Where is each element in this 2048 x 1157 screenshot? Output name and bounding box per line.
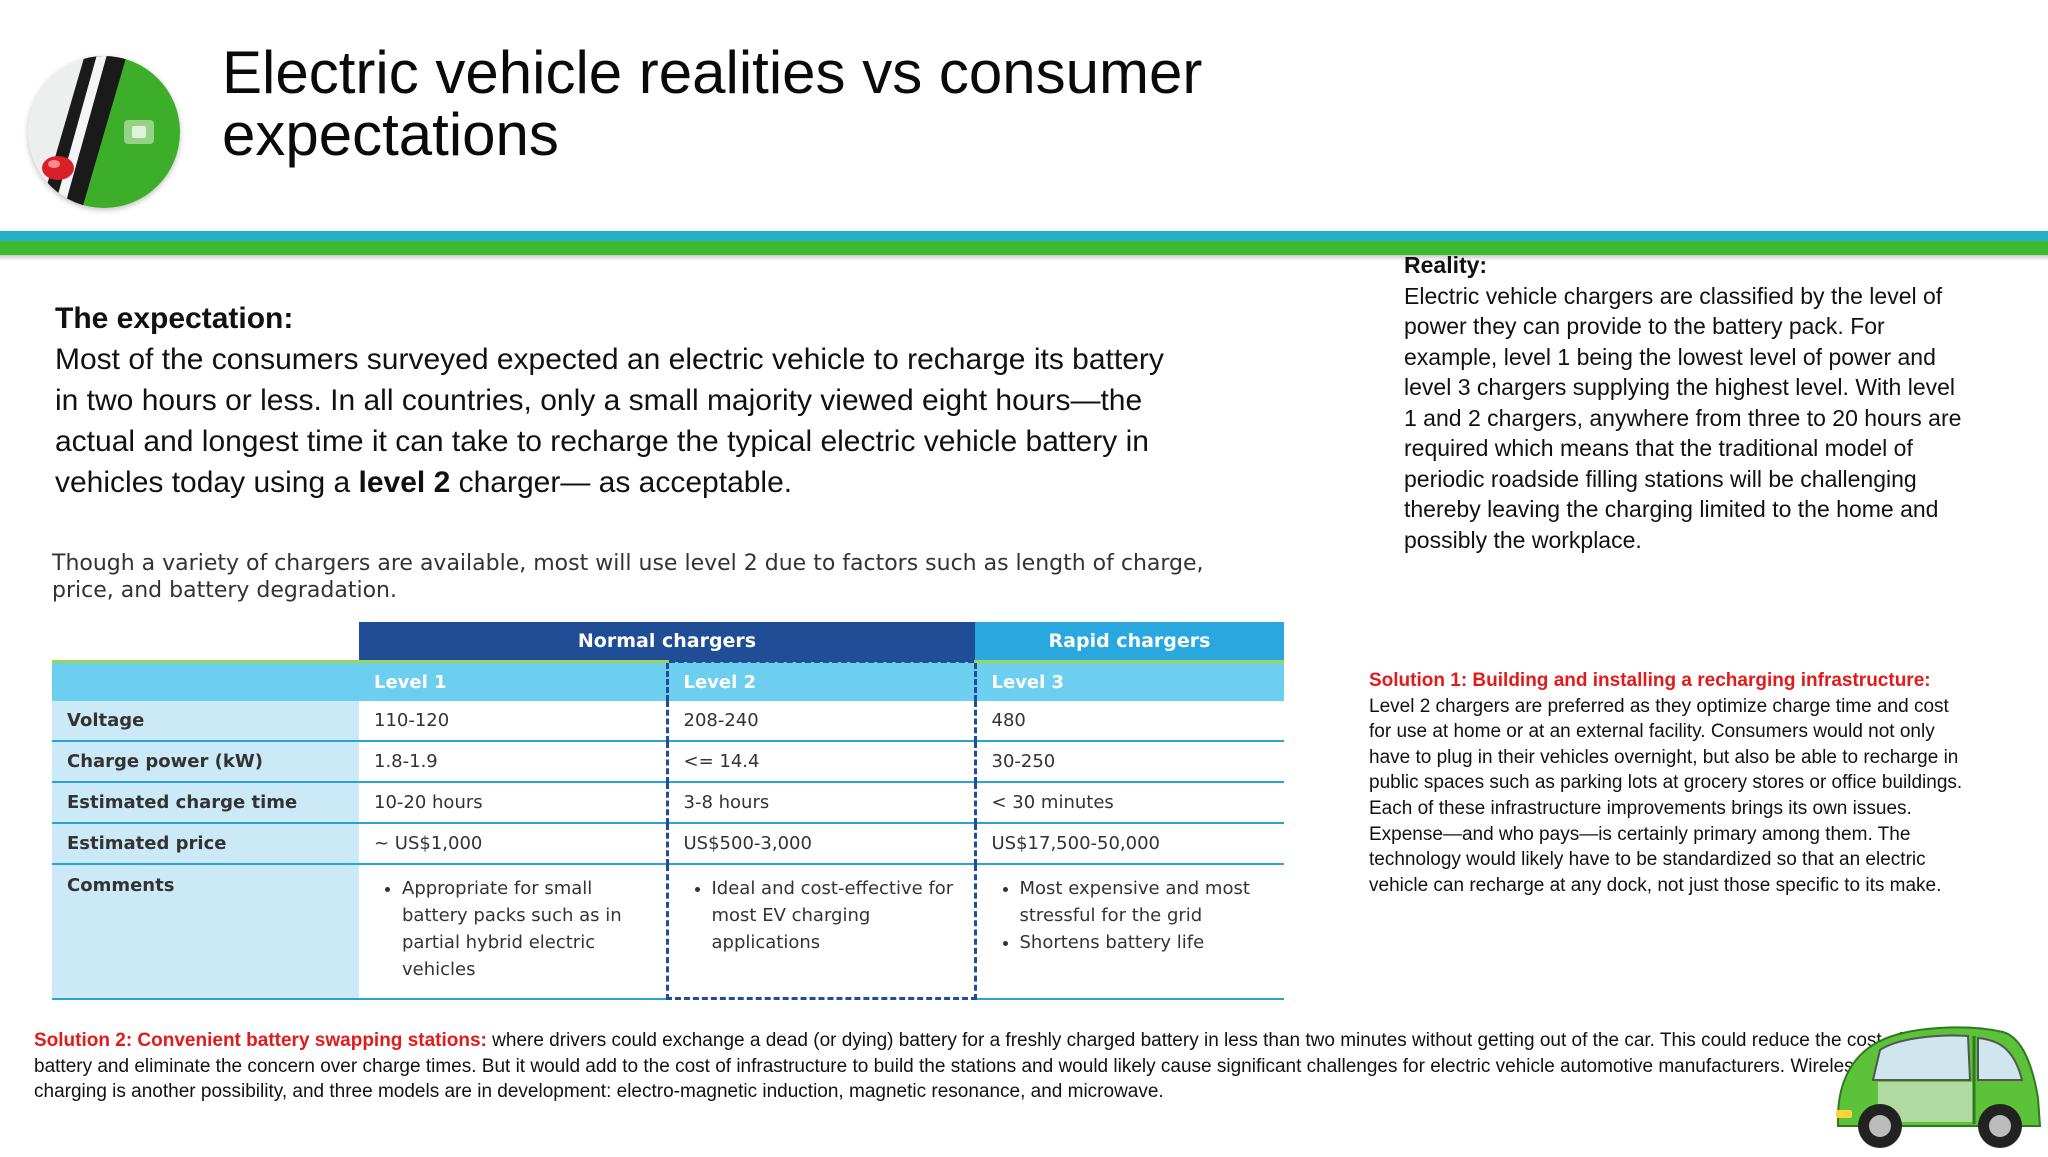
table-cell: 480 xyxy=(975,701,1284,742)
title-line-2: expectations xyxy=(222,101,559,168)
table-cell: US$17,500-50,000 xyxy=(975,823,1284,865)
table-cell: <= 14.4 xyxy=(665,741,977,783)
table-row: Estimated price ~ US$1,000 US$500-3,000 … xyxy=(52,823,1284,865)
solution-1-text: Level 2 chargers are preferred as they o… xyxy=(1369,695,1963,896)
table-cell: 208-240 xyxy=(665,701,977,742)
table-corner-cell xyxy=(52,622,359,662)
level-header: Level 3 xyxy=(975,660,1284,701)
table-cell: US$500-3,000 xyxy=(665,823,977,865)
row-label: Charge power (kW) xyxy=(52,741,359,783)
table-cell: 30-250 xyxy=(975,741,1284,783)
green-electric-car-icon xyxy=(1818,1018,2048,1152)
header-band-shadow xyxy=(0,255,2048,261)
title-line-1: Electric vehicle realities vs consumer xyxy=(222,39,1203,106)
table-cell: 1.8-1.9 xyxy=(359,741,667,783)
row-label: Estimated price xyxy=(52,823,359,865)
table-cell: 3-8 hours xyxy=(665,782,977,824)
solution-2-text: where drivers could exchange a dead (or … xyxy=(34,1030,1944,1102)
table-cell: < 30 minutes xyxy=(975,782,1284,824)
table-caption: Though a variety of chargers are availab… xyxy=(52,551,1204,603)
expectation-bold: level 2 xyxy=(358,466,451,499)
row-label: Comments xyxy=(52,864,359,1000)
table-row: Charge power (kW) 1.8-1.9 <= 14.4 30-250 xyxy=(52,741,1284,783)
reality-text: Electric vehicle chargers are classified… xyxy=(1404,282,1962,553)
table-row: Voltage 110-120 208-240 480 xyxy=(52,701,1284,742)
solution-2-block: Solution 2: Convenient battery swapping … xyxy=(34,1028,1994,1105)
expectation-heading: The expectation: xyxy=(55,302,294,335)
table-row-comments: Comments Appropriate for small battery p… xyxy=(52,864,1284,1000)
row-label: Voltage xyxy=(52,701,359,742)
table-cell: ~ US$1,000 xyxy=(359,823,667,865)
solution-2-label: Solution 2: Convenient battery swapping … xyxy=(34,1030,487,1051)
group-rapid-chargers: Rapid chargers xyxy=(975,622,1284,662)
header-band-teal xyxy=(0,231,2048,241)
table-cell: 110-120 xyxy=(359,701,667,742)
table-group-header-row: Normal chargers Rapid chargers xyxy=(52,622,1284,662)
reality-block: Reality: Electric vehicle chargers are c… xyxy=(1404,250,1964,555)
row-label: Estimated charge time xyxy=(52,782,359,824)
expectation-text-after: charger— as acceptable. xyxy=(450,466,793,499)
level-header: Level 1 xyxy=(359,660,667,701)
comment-item: Shortens battery life xyxy=(1020,929,1270,956)
expectation-block: The expectation: Most of the consumers s… xyxy=(55,298,1165,503)
comment-cell: Most expensive and most stressful for th… xyxy=(975,864,1284,1000)
ev-charging-logo-icon xyxy=(28,56,180,208)
table-row: Estimated charge time 10-20 hours 3-8 ho… xyxy=(52,782,1284,824)
group-normal-chargers: Normal chargers xyxy=(359,622,975,662)
level-header: Level 2 xyxy=(665,660,977,701)
table-cell: 10-20 hours xyxy=(359,782,667,824)
comment-cell: Ideal and cost-effective for most EV cha… xyxy=(665,864,977,1000)
page-title: Electric vehicle realities vs consumer e… xyxy=(222,42,1202,166)
table-level-row: Level 1 Level 2 Level 3 xyxy=(52,660,1284,701)
comment-item: Appropriate for small battery packs such… xyxy=(402,875,651,983)
header-band-green xyxy=(0,241,2048,255)
comment-item: Most expensive and most stressful for th… xyxy=(1020,875,1270,929)
expectation-text-before: Most of the consumers surveyed expected … xyxy=(55,343,1164,499)
solution-1-label: Solution 1: Building and installing a re… xyxy=(1369,670,1931,691)
solution-1-block: Solution 1: Building and installing a re… xyxy=(1369,668,1969,898)
level-label-cell xyxy=(52,660,359,701)
reality-heading: Reality: xyxy=(1404,252,1488,278)
charger-comparison-table: Normal chargers Rapid chargers Level 1 L… xyxy=(52,622,1284,1000)
comment-cell: Appropriate for small battery packs such… xyxy=(359,864,667,1000)
comment-item: Ideal and cost-effective for most EV cha… xyxy=(712,875,959,956)
